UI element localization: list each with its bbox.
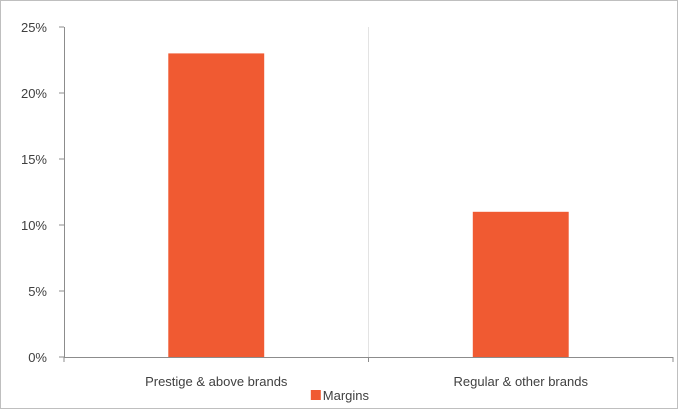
x-tick-label: Regular & other brands	[454, 374, 589, 389]
bars-layer	[168, 53, 569, 358]
legend-swatch	[310, 390, 321, 400]
labels-layer: 0% 5% 10% 15% 20% 25% Prestige & above brands R…	[21, 20, 588, 389]
y-tick-label: 20%	[21, 86, 47, 101]
y-tick-label: 5%	[28, 284, 47, 299]
legend-label: Margins	[323, 388, 370, 403]
y-tick-label: 0%	[28, 350, 47, 365]
y-tick-label: 10%	[21, 218, 47, 233]
y-tick-label: 25%	[21, 20, 47, 35]
x-tick-label: Prestige & above brands	[145, 374, 288, 389]
legend: Margins	[310, 388, 370, 403]
axis-layer	[59, 26, 674, 362]
bar	[168, 53, 265, 358]
bar	[472, 211, 569, 357]
y-tick-label: 15%	[21, 152, 47, 167]
